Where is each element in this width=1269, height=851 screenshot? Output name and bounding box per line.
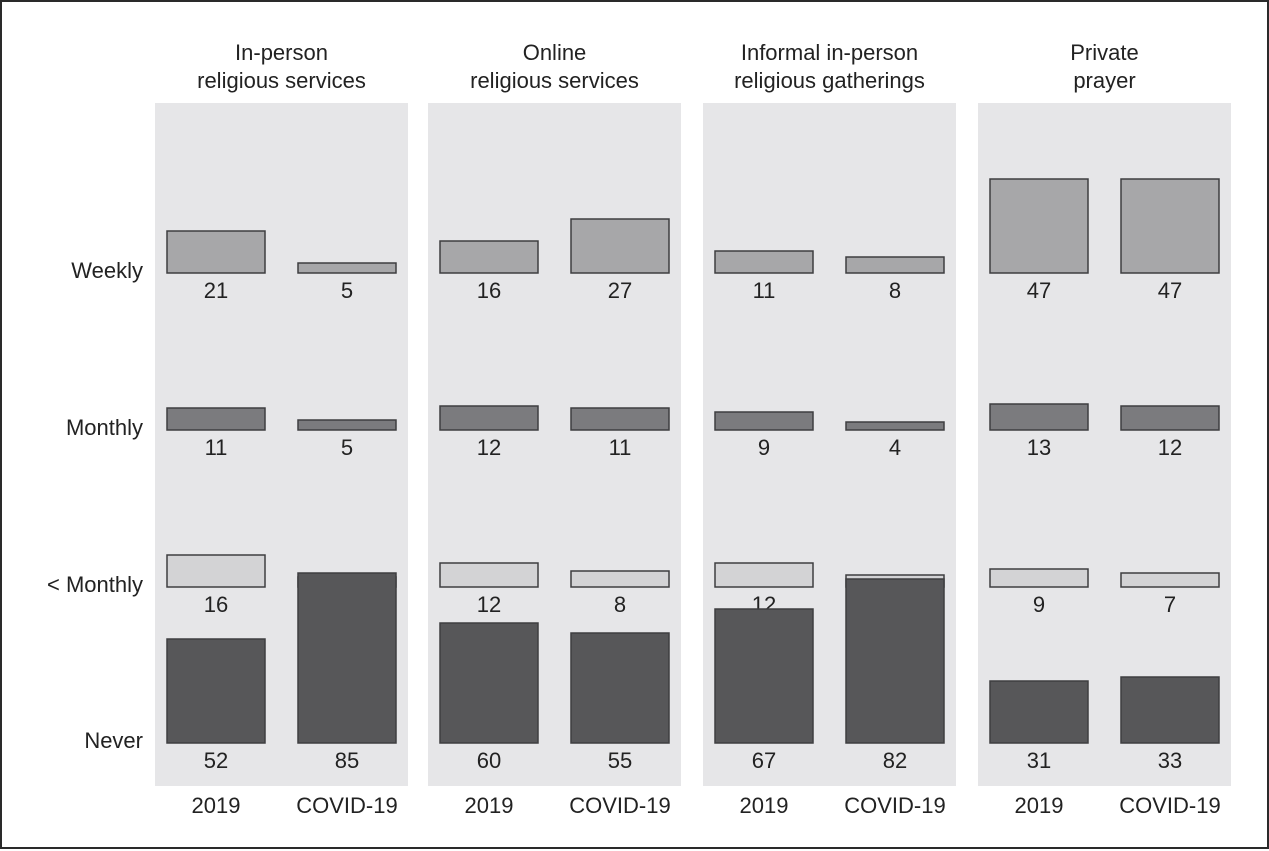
bar-value-label: 12 xyxy=(477,592,501,617)
bar xyxy=(845,421,945,431)
bar xyxy=(297,419,397,431)
x-tick-label: COVID-19 xyxy=(1119,793,1220,818)
panel-title: religious services xyxy=(197,68,366,93)
bar xyxy=(1120,178,1220,274)
bar-value-label: 16 xyxy=(204,592,228,617)
bar xyxy=(439,562,539,588)
bar xyxy=(570,570,670,588)
row-label: < Monthly xyxy=(47,572,143,597)
x-tick-label: 2019 xyxy=(465,793,514,818)
bar-value-label: 12 xyxy=(477,435,501,460)
bar xyxy=(989,178,1089,274)
panel-title: Online xyxy=(523,40,587,65)
x-tick-label: 2019 xyxy=(1015,793,1064,818)
bar-value-label: 5 xyxy=(341,435,353,460)
bar xyxy=(1120,405,1220,431)
bar-value-label: 11 xyxy=(609,435,632,460)
bar xyxy=(166,554,266,588)
panel-title: Informal in-person xyxy=(741,40,918,65)
bar-value-label: 11 xyxy=(753,278,776,303)
bar xyxy=(297,572,397,744)
bar-value-label: 52 xyxy=(204,748,228,773)
bar-value-label: 11 xyxy=(205,435,228,460)
bar xyxy=(166,230,266,274)
bar-value-label: 21 xyxy=(204,278,228,303)
bar xyxy=(989,568,1089,588)
bar xyxy=(166,407,266,431)
bar xyxy=(166,638,266,744)
bar-value-label: 7 xyxy=(1164,592,1176,617)
bar-value-label: 47 xyxy=(1158,278,1182,303)
bar xyxy=(989,403,1089,431)
x-tick-label: 2019 xyxy=(740,793,789,818)
bar xyxy=(439,622,539,744)
bar-value-label: 27 xyxy=(608,278,632,303)
panel-title: In-person xyxy=(235,40,328,65)
bar xyxy=(570,632,670,744)
bar-value-label: 31 xyxy=(1027,748,1051,773)
bar-value-label: 9 xyxy=(1033,592,1045,617)
bar xyxy=(845,578,945,744)
bar-value-label: 82 xyxy=(883,748,907,773)
bar-value-label: 5 xyxy=(341,278,353,303)
bar xyxy=(570,218,670,274)
bar xyxy=(1120,676,1220,744)
bar xyxy=(714,562,814,588)
panel-title: prayer xyxy=(1073,68,1135,93)
bar xyxy=(845,256,945,274)
bar xyxy=(439,405,539,431)
bar-value-label: 13 xyxy=(1027,435,1051,460)
bar-value-label: 4 xyxy=(889,435,901,460)
bar xyxy=(989,680,1089,744)
x-tick-label: COVID-19 xyxy=(296,793,397,818)
bar-value-label: 16 xyxy=(477,278,501,303)
panel-title: Private xyxy=(1070,40,1138,65)
bar-value-label: 12 xyxy=(1158,435,1182,460)
bar xyxy=(297,262,397,274)
bar-value-label: 55 xyxy=(608,748,632,773)
row-label: Monthly xyxy=(66,415,143,440)
bar xyxy=(570,407,670,431)
bar xyxy=(1120,572,1220,588)
panel-title: religious gatherings xyxy=(734,68,925,93)
x-tick-label: COVID-19 xyxy=(569,793,670,818)
bar-value-label: 8 xyxy=(889,278,901,303)
bar-value-label: 33 xyxy=(1158,748,1182,773)
bar xyxy=(714,608,814,744)
bar-value-label: 8 xyxy=(614,592,626,617)
row-label: Never xyxy=(84,728,143,753)
bar xyxy=(439,240,539,274)
bar xyxy=(714,250,814,274)
bar-value-label: 9 xyxy=(758,435,770,460)
bar-value-label: 47 xyxy=(1027,278,1051,303)
bar-value-label: 67 xyxy=(752,748,776,773)
row-label: Weekly xyxy=(71,258,143,283)
bar xyxy=(714,411,814,431)
bar-value-label: 85 xyxy=(335,748,359,773)
x-tick-label: COVID-19 xyxy=(844,793,945,818)
panel-title: religious services xyxy=(470,68,639,93)
bar-value-label: 60 xyxy=(477,748,501,773)
x-tick-label: 2019 xyxy=(192,793,241,818)
